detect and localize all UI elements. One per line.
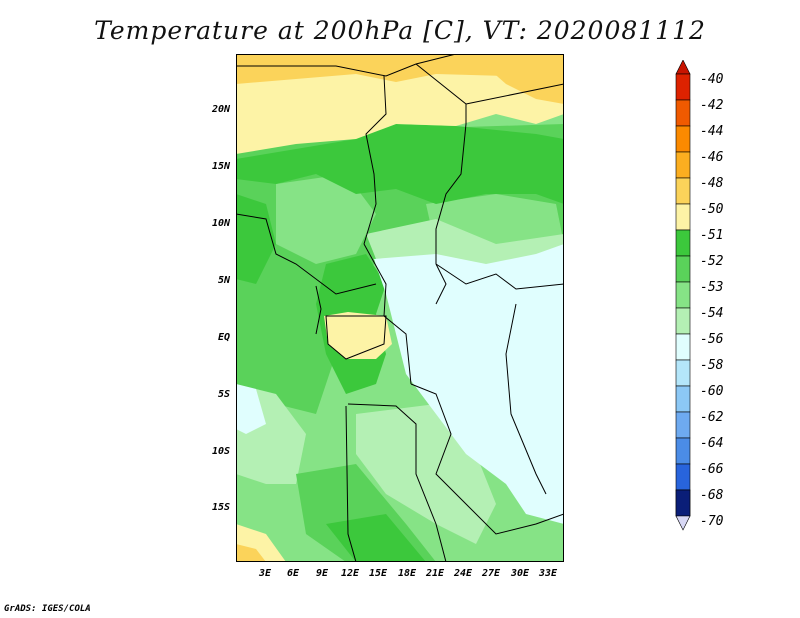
colorbar-label: -54 — [700, 306, 724, 321]
lon-label-6e: 6E — [286, 568, 300, 579]
colorbar-label: -51 — [700, 228, 724, 243]
colorbar-box — [675, 255, 691, 283]
lat-label-10n: 10N — [211, 218, 230, 229]
country-borders — [236, 54, 564, 562]
lon-label-9e: 9E — [315, 568, 329, 579]
lon-label-3e: 3E — [258, 568, 272, 579]
colorbar-box — [675, 73, 691, 101]
map-frame-border — [236, 54, 564, 562]
map-plot-area — [236, 54, 564, 562]
lat-label-5s: 5S — [217, 389, 230, 400]
shade-minus56-congo — [374, 244, 564, 524]
shade-minus53-north — [276, 174, 376, 264]
lon-label-21e: 21E — [425, 568, 445, 579]
lon-label-24e: 24E — [453, 568, 473, 579]
colorbar-box — [675, 281, 691, 309]
colorbar-box — [675, 463, 691, 491]
colorbar-box — [675, 177, 691, 205]
colorbar-box — [675, 385, 691, 413]
lon-label-12e: 12E — [340, 568, 360, 579]
shade-minus51-west — [236, 194, 276, 284]
shade-minus48-northeast — [472, 54, 564, 104]
colorbar-box — [675, 99, 691, 127]
colorbar-box — [675, 203, 691, 231]
colorbar-box — [675, 333, 691, 361]
colorbar-label: -53 — [700, 280, 724, 295]
colorbar-label: -66 — [700, 462, 724, 477]
colorbar-label: -52 — [700, 254, 724, 269]
shade-minus51-south — [326, 514, 426, 562]
colorbar-top-triangle — [675, 60, 691, 75]
colorbar-box — [675, 489, 691, 517]
colorbar-label: -62 — [700, 410, 724, 425]
temperature-map — [236, 54, 564, 562]
colorbar-label: -40 — [700, 72, 724, 87]
lat-label-eq: EQ — [217, 332, 230, 343]
lat-label-20n: 20N — [211, 104, 230, 115]
colorbar-box — [675, 359, 691, 387]
colorbar-label: -50 — [700, 202, 724, 217]
colorbar-label: -70 — [700, 514, 724, 529]
lon-label-30e: 30E — [510, 568, 530, 579]
lat-label-5n: 5N — [217, 275, 230, 286]
shade-minus50-north — [236, 54, 564, 154]
colorbar-label: -42 — [700, 98, 724, 113]
credit-text: GrADS: IGES/COLA — [4, 604, 91, 614]
colorbar-box — [675, 229, 691, 257]
colorbar-box — [675, 151, 691, 179]
lat-label-10s: 10S — [211, 446, 230, 457]
shade-minus51-sahel — [236, 124, 564, 204]
shade-minus48-southwest — [236, 544, 266, 562]
lon-label-18e: 18E — [397, 568, 417, 579]
colorbar-label: -48 — [700, 176, 724, 191]
colorbar — [675, 60, 691, 531]
lat-label-15s: 15S — [211, 502, 230, 513]
colorbar-boxes — [675, 60, 691, 531]
colorbar-label: -46 — [700, 150, 724, 165]
lat-label-15n: 15N — [211, 161, 230, 172]
lon-label-33e: 33E — [538, 568, 558, 579]
colorbar-label: -68 — [700, 488, 724, 503]
colorbar-box — [675, 307, 691, 335]
colorbar-bottom-triangle — [675, 515, 691, 531]
colorbar-box — [675, 411, 691, 439]
colorbar-label: -44 — [700, 124, 724, 139]
colorbar-label: -64 — [700, 436, 724, 451]
colorbar-box — [675, 437, 691, 465]
shade-minus56-southwest-coast — [236, 384, 266, 434]
colorbar-label: -60 — [700, 384, 724, 399]
lon-label-15e: 15E — [368, 568, 388, 579]
colorbar-box — [675, 125, 691, 153]
map-title: Temperature at 200hPa [C], VT: 202008111… — [94, 16, 706, 45]
colorbar-label: -56 — [700, 332, 724, 347]
colorbar-label: -58 — [700, 358, 724, 373]
lon-label-27e: 27E — [481, 568, 501, 579]
